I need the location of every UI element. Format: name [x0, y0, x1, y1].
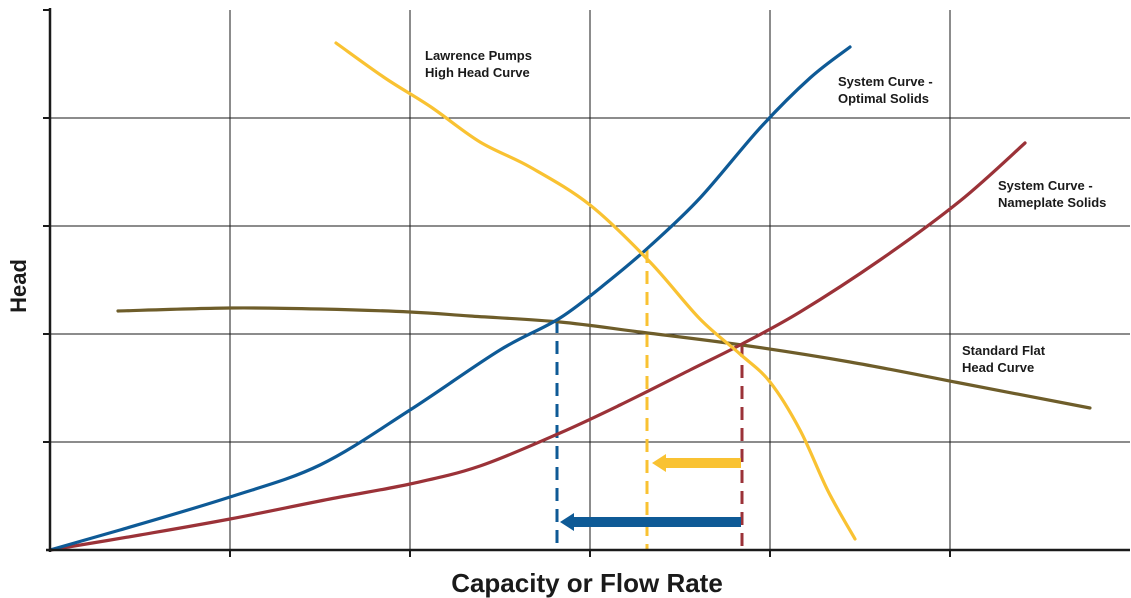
annotation-line: Optimal Solids: [838, 91, 929, 106]
annotation-pump: Lawrence Pumps High Head Curve: [425, 48, 532, 80]
annotation-line: Head Curve: [962, 360, 1034, 375]
arrow-head-yellow_shift: [652, 454, 666, 472]
annotation-optimal: System Curve - Optimal Solids: [838, 74, 933, 106]
x-axis-title: Capacity or Flow Rate: [451, 568, 723, 598]
annotation-nameplate: System Curve - Nameplate Solids: [998, 178, 1106, 210]
y-axis-title: Head: [6, 259, 31, 313]
axes: [43, 8, 1130, 557]
annotation-line: System Curve -: [838, 74, 933, 89]
annotation-line: High Head Curve: [425, 65, 530, 80]
curves: [50, 43, 1090, 550]
annotation-line: Lawrence Pumps: [425, 48, 532, 63]
annotation-line: Standard Flat: [962, 343, 1046, 358]
shift-arrows: [560, 454, 741, 531]
curve-annotations: Lawrence Pumps High Head Curve System Curv…: [425, 48, 1106, 375]
curve-flat: [118, 308, 1090, 408]
arrow-head-blue_shift: [560, 513, 574, 531]
operating-point-drop-lines: [557, 250, 742, 549]
grid: [50, 10, 1130, 550]
curve-nameplate: [50, 143, 1025, 550]
annotation-line: System Curve -: [998, 178, 1093, 193]
annotation-line: Nameplate Solids: [998, 195, 1106, 210]
annotation-flat: Standard Flat Head Curve: [962, 343, 1046, 375]
